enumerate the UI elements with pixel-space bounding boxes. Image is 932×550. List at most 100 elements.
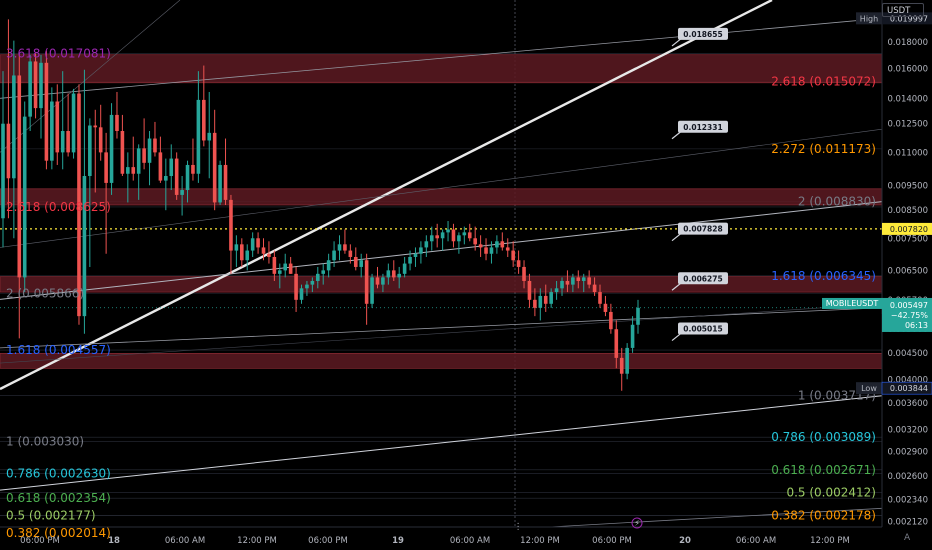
candle-body <box>299 288 304 300</box>
price-tick-label: 0.016000 <box>887 64 928 74</box>
time-axis[interactable]: 06:00 PM 18 06:00 AM 12:00 PM 06:00 PM 19 06:0… <box>0 517 882 546</box>
candle-body <box>609 311 613 330</box>
fib-labels: 2.618 (0.015072) 2.272 (0.011173) 2 (0.008… <box>6 47 876 540</box>
candle-body <box>375 277 380 285</box>
crosshair-marker: ⋮ <box>514 522 523 532</box>
event-icon-glyph: ⚡ <box>634 519 640 529</box>
candle-body <box>245 250 250 261</box>
symbol-label: MOBILEUSDT <box>826 299 879 308</box>
candle-body <box>543 295 548 304</box>
price-tick-label: 0.003200 <box>887 425 928 435</box>
candle-body <box>359 260 364 267</box>
candle-body <box>603 303 608 312</box>
trend-line <box>0 201 883 300</box>
candle-body <box>516 260 521 267</box>
candle-body <box>28 61 32 117</box>
event-icon[interactable] <box>631 517 643 529</box>
trend-line <box>0 0 773 391</box>
price-tick-label: 0.007500 <box>887 234 928 244</box>
candle-body <box>164 176 168 181</box>
callout-box <box>678 120 728 133</box>
trend-line <box>0 395 883 491</box>
candle-body <box>115 114 119 132</box>
time-tick-label: 18 <box>108 536 120 546</box>
symbol-countdown: 06:13 <box>905 321 928 330</box>
candle-body <box>386 270 391 278</box>
price-tick-label: 0.012500 <box>887 120 928 130</box>
candle-body <box>66 131 70 153</box>
price-tags: High0.0199970.0078200.005502MOBILEUSDT0.… <box>822 12 932 395</box>
trend-line <box>0 128 883 248</box>
candle-body <box>185 164 190 191</box>
candle-body <box>592 284 597 293</box>
candle-body <box>533 299 537 308</box>
high-label-box <box>856 12 882 25</box>
low-label-box <box>856 382 882 395</box>
price-tick-label: 0.002900 <box>887 447 928 457</box>
candle-body <box>147 138 152 163</box>
callout-box <box>678 322 728 335</box>
candle-body <box>614 329 619 358</box>
candle-body <box>495 241 499 248</box>
candle-body <box>39 62 43 109</box>
candle-body <box>196 99 201 174</box>
candle-body <box>310 280 315 285</box>
candle-body <box>272 256 277 274</box>
price-tick-label: 0.004000 <box>887 375 928 385</box>
trend-line <box>0 307 883 349</box>
candle-body <box>207 132 212 141</box>
fib-label-left: 2.618 (0.008625) <box>6 200 111 214</box>
low-value-box <box>881 381 932 395</box>
candle-body <box>44 62 49 161</box>
candle-body <box>109 114 114 183</box>
candle-body <box>288 263 293 274</box>
low-label: Low <box>861 384 877 393</box>
candle-body <box>505 247 510 251</box>
candle-body <box>142 148 146 163</box>
candle-body <box>565 280 570 285</box>
candle-body <box>315 273 320 281</box>
candle-body <box>478 244 483 248</box>
time-tick-label: 12:00 PM <box>810 536 850 546</box>
candle-body <box>60 131 65 153</box>
candle-body <box>467 232 472 239</box>
symbol-change: −42.75% <box>891 311 929 320</box>
candle-body <box>202 99 206 141</box>
price-tick-label: 0.009500 <box>887 181 928 191</box>
fib-label-left: 0.786 (0.002630) <box>6 466 111 480</box>
candle-body <box>180 190 184 195</box>
candle-body <box>6 123 11 179</box>
time-tick-label: 06:00 PM <box>592 536 632 546</box>
candle-body <box>261 247 266 254</box>
callout-box <box>678 272 728 285</box>
fib-label-left: 0.382 (0.002014) <box>6 526 111 540</box>
candle-body <box>348 250 353 257</box>
fib-label-left: 1.618 (0.004557) <box>6 343 111 357</box>
candle-body <box>435 235 439 239</box>
candle-body <box>250 238 255 251</box>
callout-text: 0.012331 <box>683 123 722 132</box>
candle-body <box>402 263 407 274</box>
candle-body <box>457 235 461 242</box>
candle-body <box>500 241 505 248</box>
price-axis[interactable]: 0.018000 0.016000 0.014000 0.012500 0.011000… <box>881 0 932 550</box>
candle-body <box>554 288 559 293</box>
candle-body <box>571 277 575 285</box>
candle-body <box>93 125 98 128</box>
price-tick-label: 0.002600 <box>887 472 928 482</box>
currency-button[interactable]: USDT <box>882 3 924 17</box>
candle-body <box>88 125 92 177</box>
time-tick-label: 12:00 PM <box>520 536 560 546</box>
auto-scale-button[interactable]: A <box>904 533 911 543</box>
candle-body <box>294 273 298 300</box>
candle-body <box>581 277 586 281</box>
fib-label-right: 0.382 (0.002178) <box>771 509 876 523</box>
candle-body <box>370 277 374 304</box>
candle-body <box>22 116 27 278</box>
fib-label-left: 0.5 (0.002177) <box>6 509 96 523</box>
price-tick-label: 0.008500 <box>887 206 928 216</box>
current-price-value: 0.007820 <box>890 225 928 234</box>
candle-body <box>174 158 179 195</box>
